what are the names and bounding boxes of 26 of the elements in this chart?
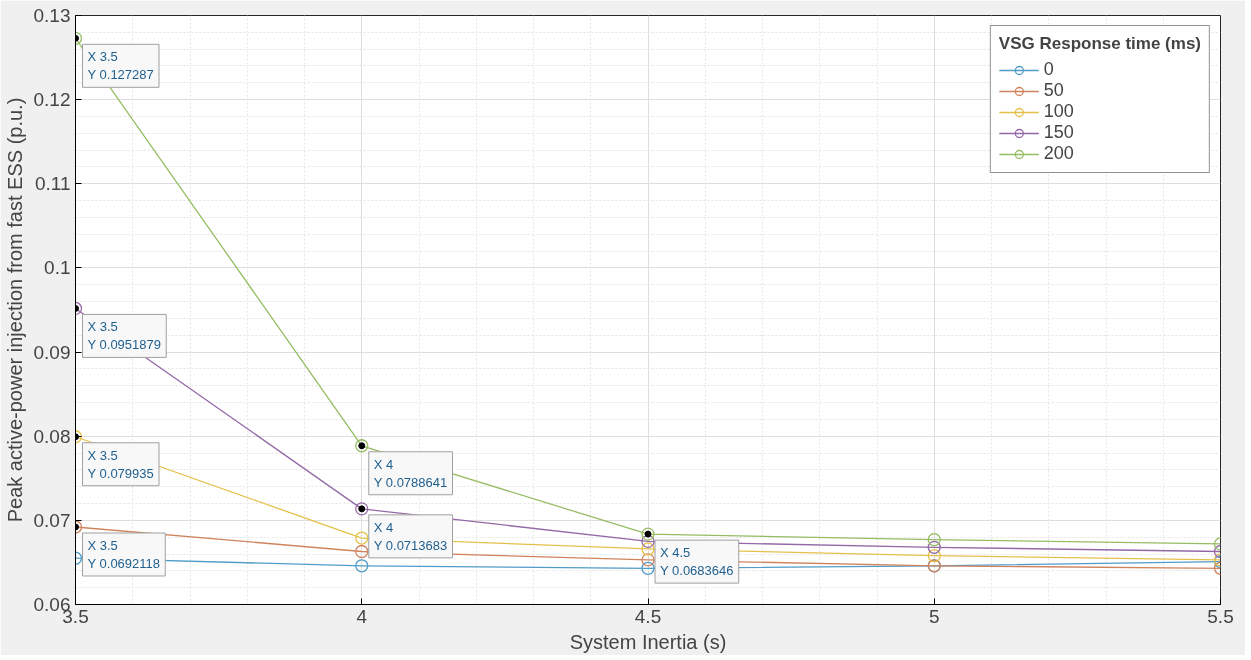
- annotation: X 4 Y 0.0788641: [373, 456, 448, 490]
- y-tick-label: 0.08: [33, 425, 71, 447]
- y-tick-label: 0.13: [33, 5, 71, 26]
- x-tick-label: 5.5: [1207, 605, 1234, 627]
- y-tick-label: 0.12: [33, 89, 71, 111]
- annotation: X 3.5 Y 0.0951879: [87, 319, 161, 353]
- x-axis-title: System Inertia (s): [569, 630, 727, 653]
- x-tick-label: 5: [928, 605, 940, 627]
- annotation: X 3.5 Y 0.0692118: [87, 537, 161, 571]
- x-tick-label: 4.5: [634, 605, 662, 627]
- x-tick-label: 4: [356, 605, 368, 627]
- y-tick-label: 0.09: [33, 341, 71, 363]
- legend-label: 150: [1043, 122, 1074, 143]
- annotation: X 3.5 Y 0.127287: [87, 49, 154, 83]
- annotation: X 3.5 Y 0.079935: [87, 447, 154, 481]
- y-tick-label: 0.1: [44, 257, 71, 279]
- y-axis-title: Peak active-power injection from fast ESS (p.u.): [3, 97, 26, 523]
- annotation: X 4.5 Y 0.0683646: [660, 545, 734, 579]
- y-tick-label: 0.11: [34, 173, 71, 195]
- legend-label: 200: [1043, 143, 1074, 164]
- y-tick-label: 0.07: [33, 509, 71, 531]
- annotation: X 4 Y 0.0713683: [373, 519, 448, 553]
- legend-label: 50: [1043, 80, 1064, 101]
- legend-label: 0: [1043, 59, 1055, 80]
- legend-title: VSG Response time (ms): [998, 34, 1201, 54]
- legend-label: 100: [1043, 101, 1074, 122]
